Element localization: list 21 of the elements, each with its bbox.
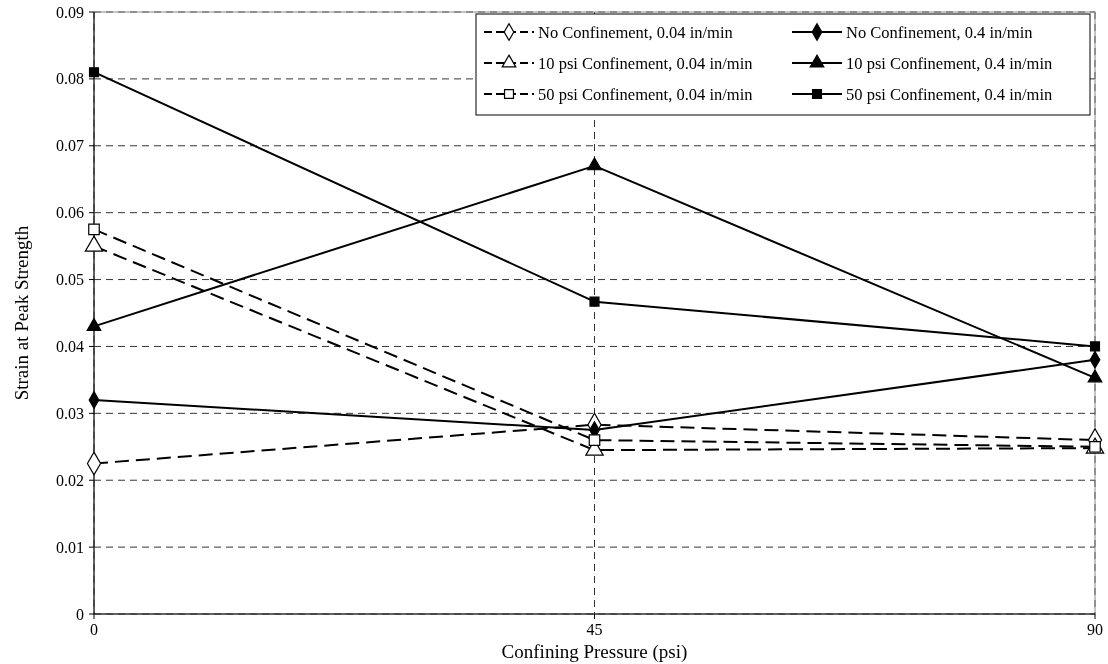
y-tick-label: 0.02 [56, 471, 84, 489]
x-tick-label: 90 [1087, 621, 1103, 638]
legend-label: No Confinement, 0.4 in/min [846, 22, 1033, 42]
y-tick-label: 0.08 [56, 70, 84, 88]
legend-label: No Confinement, 0.04 in/min [538, 22, 733, 42]
y-tick-label: 0.01 [56, 538, 84, 556]
y-tick-label: 0.05 [56, 271, 84, 289]
y-axis-title: Strain at Peak Strength [11, 225, 32, 401]
y-tick-label: 0 [76, 605, 84, 623]
y-tick-label: 0.09 [56, 3, 84, 21]
y-tick-label: 0.07 [56, 137, 84, 155]
y-tick-label: 0.06 [56, 204, 84, 222]
x-axis-title: Confining Pressure (psi) [501, 641, 688, 663]
legend-label: 50 psi Confinement, 0.04 in/min [538, 84, 753, 104]
x-tick-label: 45 [586, 621, 603, 638]
legend-label: 10 psi Confinement, 0.4 in/min [846, 53, 1053, 73]
legend-label: 10 psi Confinement, 0.04 in/min [538, 53, 753, 73]
legend-label: 50 psi Confinement, 0.4 in/min [846, 84, 1053, 104]
x-tick-label: 0 [90, 621, 98, 638]
y-tick-label: 0.04 [56, 338, 84, 356]
y-tick-label: 0.03 [56, 404, 84, 422]
